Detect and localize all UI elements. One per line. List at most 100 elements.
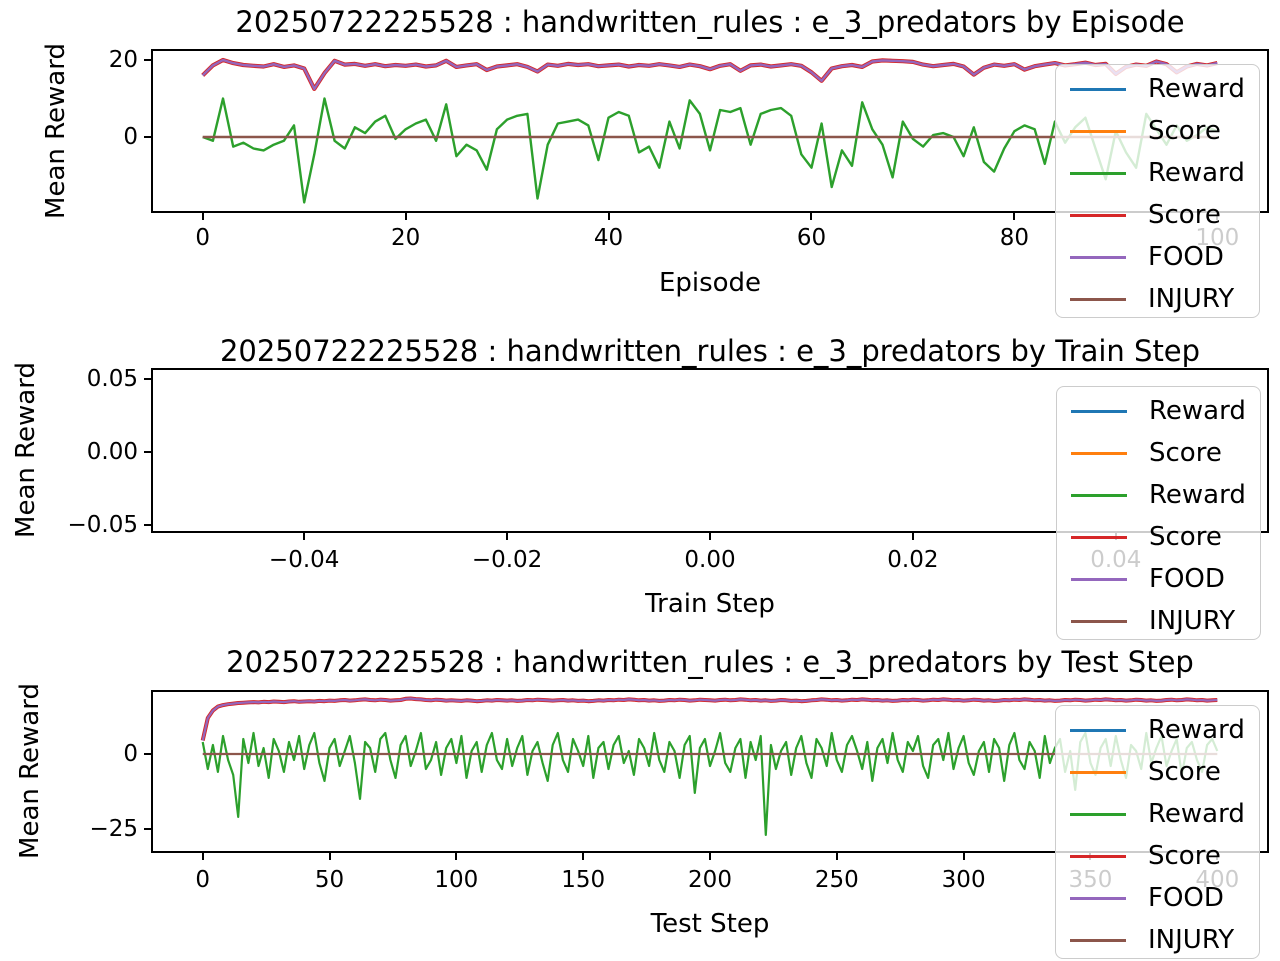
legend-line-swatch xyxy=(1070,728,1126,732)
legend-label: INJURY xyxy=(1148,925,1235,955)
legend-line-swatch xyxy=(1071,451,1127,455)
x-tick-mark xyxy=(810,212,813,220)
x-tick-mark xyxy=(328,852,331,860)
legend-row: FOOD xyxy=(1056,236,1259,278)
legend-line-swatch xyxy=(1070,938,1126,942)
legend-row: Score xyxy=(1056,751,1259,793)
legend-label: Reward xyxy=(1148,715,1245,745)
legend-line-swatch xyxy=(1070,854,1126,858)
legend-line-swatch xyxy=(1070,213,1126,217)
x-tick-label: 100 xyxy=(434,867,479,893)
legend-line-swatch xyxy=(1071,535,1127,539)
y-tick-mark xyxy=(144,450,152,453)
legend-line-swatch xyxy=(1071,409,1127,413)
y-tick-mark xyxy=(144,523,152,526)
x-tick-mark xyxy=(607,212,610,220)
legend-label: FOOD xyxy=(1149,564,1225,594)
x-tick-mark xyxy=(582,852,585,860)
y-tick-mark xyxy=(144,135,152,138)
x-tick-mark xyxy=(962,852,965,860)
x-tick-label: 60 xyxy=(796,225,827,251)
plot-area xyxy=(201,57,1218,204)
legend-row: FOOD xyxy=(1057,558,1260,600)
legend-row: Score xyxy=(1057,516,1260,558)
x-tick-mark xyxy=(1013,212,1016,220)
legend-row: Score xyxy=(1056,194,1259,236)
x-tick-mark xyxy=(506,532,509,540)
legend-row: Score xyxy=(1056,110,1259,152)
legend-line-swatch xyxy=(1071,493,1127,497)
y-tick-label: 0.05 xyxy=(86,365,138,392)
legend: Reward Score Reward Score FOOD INJURY xyxy=(1055,705,1260,959)
x-tick-mark xyxy=(201,852,204,860)
legend-line-swatch xyxy=(1070,87,1126,91)
y-tick-label: −25 xyxy=(89,815,138,842)
x-tick-mark xyxy=(404,212,407,220)
series-Reward-line xyxy=(202,97,1218,204)
x-tick-label: −0.04 xyxy=(268,547,340,573)
x-tick-mark xyxy=(709,532,711,540)
series-FOOD-line xyxy=(201,697,1218,741)
legend-row: INJURY xyxy=(1056,919,1259,961)
series-FOOD-line xyxy=(201,58,1218,91)
plot-title: 20250722225528 : handwritten_rules : e_3… xyxy=(226,645,1194,679)
legend-row: INJURY xyxy=(1056,278,1259,320)
y-axis-label: Mean Reward xyxy=(15,683,45,859)
legend-line-swatch xyxy=(1070,812,1126,816)
x-tick-label: −0.02 xyxy=(471,547,543,573)
legend-label: Score xyxy=(1148,757,1221,787)
plot-title: 20250722225528 : handwritten_rules : e_3… xyxy=(235,5,1185,39)
legend-label: Reward xyxy=(1148,799,1245,829)
legend-label: Score xyxy=(1148,200,1221,230)
x-axis-label: Episode xyxy=(658,268,762,298)
x-tick-label: 0 xyxy=(195,867,211,893)
x-tick-label: 0 xyxy=(195,225,211,251)
legend-row: FOOD xyxy=(1056,877,1259,919)
legend-line-swatch xyxy=(1070,896,1126,900)
x-tick-label: 0.00 xyxy=(684,547,736,573)
legend-line-swatch xyxy=(1070,129,1126,133)
legend-row: Score xyxy=(1056,835,1259,877)
legend-label: Reward xyxy=(1148,74,1245,104)
x-tick-label: 50 xyxy=(314,867,345,893)
x-tick-label: 250 xyxy=(814,867,859,893)
legend-label: Score xyxy=(1148,116,1221,146)
legend-label: Reward xyxy=(1149,480,1246,510)
legend-row: Reward xyxy=(1056,68,1259,110)
y-tick-label: 0 xyxy=(123,123,138,150)
plot-area xyxy=(200,696,1219,836)
legend-line-swatch xyxy=(1071,619,1127,623)
axes-frame xyxy=(151,49,1269,213)
legend-row: INJURY xyxy=(1057,600,1260,642)
y-tick-mark xyxy=(144,377,152,380)
legend-row: Reward xyxy=(1057,474,1260,516)
x-tick-label: 40 xyxy=(593,225,624,251)
legend-row: Score xyxy=(1057,432,1260,474)
legend-label: FOOD xyxy=(1148,883,1224,913)
legend-line-swatch xyxy=(1071,577,1127,581)
x-tick-label: 200 xyxy=(688,867,732,893)
plot-title: 20250722225528 : handwritten_rules : e_3… xyxy=(219,334,1201,368)
x-tick-label: 150 xyxy=(561,867,606,893)
x-tick-mark xyxy=(201,212,204,220)
y-tick-label: −0.05 xyxy=(67,511,138,538)
legend-row: Reward xyxy=(1056,793,1259,835)
y-tick-label: 0.00 xyxy=(86,438,138,465)
legend-label: Score xyxy=(1148,841,1221,871)
y-tick-mark xyxy=(144,827,152,830)
x-tick-mark xyxy=(709,852,711,860)
legend-label: Score xyxy=(1149,522,1222,552)
x-tick-label: 0.02 xyxy=(887,547,939,573)
x-tick-label: 80 xyxy=(999,225,1029,251)
legend: Reward Score Reward Score FOOD INJURY xyxy=(1055,64,1260,318)
legend-line-swatch xyxy=(1070,770,1126,774)
legend-label: Score xyxy=(1149,438,1222,468)
x-tick-label: 300 xyxy=(941,867,986,893)
legend-line-swatch xyxy=(1070,297,1126,301)
y-tick-mark xyxy=(144,752,152,755)
x-axis-label: Train Step xyxy=(645,589,775,619)
legend-label: INJURY xyxy=(1149,606,1236,636)
legend-label: Reward xyxy=(1149,396,1246,426)
x-tick-mark xyxy=(911,532,914,540)
